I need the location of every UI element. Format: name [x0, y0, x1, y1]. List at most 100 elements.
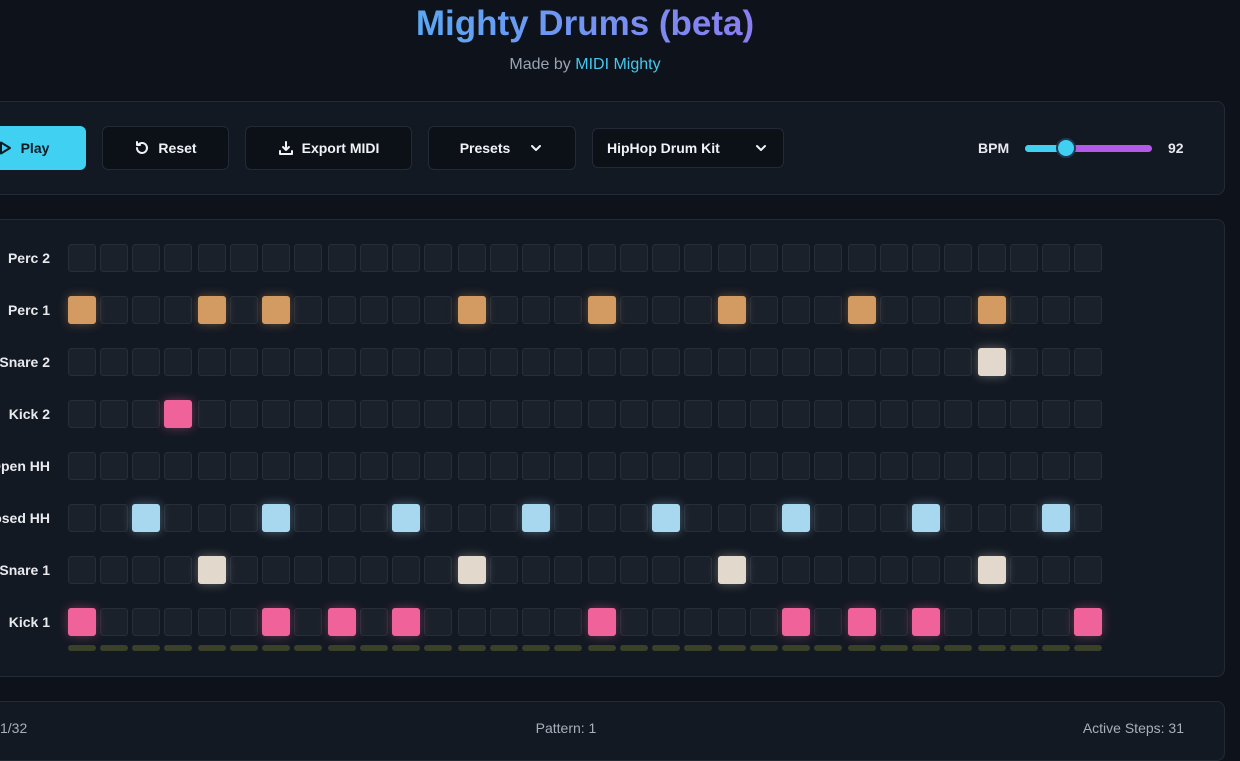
step-cell[interactable]: [652, 452, 680, 480]
step-cell[interactable]: [360, 452, 388, 480]
step-cell[interactable]: [750, 400, 778, 428]
step-cell[interactable]: [880, 452, 908, 480]
author-link[interactable]: MIDI Mighty: [575, 56, 660, 73]
step-cell[interactable]: [1010, 296, 1038, 324]
step-cell[interactable]: [458, 400, 486, 428]
step-cell[interactable]: [424, 608, 452, 636]
active-step[interactable]: [392, 504, 420, 532]
step-cell[interactable]: [100, 504, 128, 532]
step-cell[interactable]: [328, 244, 356, 272]
step-cell[interactable]: [522, 608, 550, 636]
step-cell[interactable]: [944, 244, 972, 272]
active-step[interactable]: [68, 608, 96, 636]
active-step[interactable]: [262, 608, 290, 636]
step-cell[interactable]: [262, 244, 290, 272]
step-cell[interactable]: [392, 244, 420, 272]
step-cell[interactable]: [132, 400, 160, 428]
step-cell[interactable]: [458, 348, 486, 376]
step-cell[interactable]: [262, 400, 290, 428]
step-cell[interactable]: [1010, 400, 1038, 428]
step-cell[interactable]: [1074, 504, 1102, 532]
step-cell[interactable]: [490, 504, 518, 532]
step-cell[interactable]: [750, 556, 778, 584]
step-cell[interactable]: [1074, 400, 1102, 428]
step-cell[interactable]: [328, 348, 356, 376]
step-cell[interactable]: [912, 452, 940, 480]
step-cell[interactable]: [912, 400, 940, 428]
step-cell[interactable]: [522, 296, 550, 324]
step-cell[interactable]: [360, 556, 388, 584]
step-cell[interactable]: [750, 296, 778, 324]
step-cell[interactable]: [652, 400, 680, 428]
active-step[interactable]: [1042, 504, 1070, 532]
step-cell[interactable]: [100, 348, 128, 376]
step-cell[interactable]: [490, 452, 518, 480]
active-step[interactable]: [164, 400, 192, 428]
step-cell[interactable]: [1042, 348, 1070, 376]
active-step[interactable]: [718, 296, 746, 324]
step-cell[interactable]: [1074, 296, 1102, 324]
step-cell[interactable]: [424, 556, 452, 584]
active-step[interactable]: [198, 556, 226, 584]
step-cell[interactable]: [848, 348, 876, 376]
step-cell[interactable]: [620, 348, 648, 376]
step-cell[interactable]: [814, 348, 842, 376]
step-cell[interactable]: [880, 400, 908, 428]
step-cell[interactable]: [684, 348, 712, 376]
step-cell[interactable]: [100, 400, 128, 428]
active-step[interactable]: [978, 296, 1006, 324]
active-step[interactable]: [68, 296, 96, 324]
step-cell[interactable]: [1074, 452, 1102, 480]
step-cell[interactable]: [490, 556, 518, 584]
step-cell[interactable]: [1010, 244, 1038, 272]
step-cell[interactable]: [522, 348, 550, 376]
step-cell[interactable]: [1074, 348, 1102, 376]
step-cell[interactable]: [652, 556, 680, 584]
step-cell[interactable]: [490, 348, 518, 376]
step-cell[interactable]: [620, 244, 648, 272]
step-cell[interactable]: [684, 244, 712, 272]
step-cell[interactable]: [164, 556, 192, 584]
active-step[interactable]: [588, 296, 616, 324]
step-cell[interactable]: [620, 556, 648, 584]
step-cell[interactable]: [424, 244, 452, 272]
step-cell[interactable]: [164, 244, 192, 272]
active-step[interactable]: [912, 608, 940, 636]
step-cell[interactable]: [652, 348, 680, 376]
step-cell[interactable]: [554, 296, 582, 324]
step-cell[interactable]: [944, 400, 972, 428]
step-cell[interactable]: [328, 556, 356, 584]
step-cell[interactable]: [230, 504, 258, 532]
step-cell[interactable]: [328, 296, 356, 324]
step-cell[interactable]: [132, 244, 160, 272]
step-cell[interactable]: [1042, 400, 1070, 428]
step-cell[interactable]: [684, 556, 712, 584]
step-cell[interactable]: [1042, 452, 1070, 480]
step-cell[interactable]: [392, 296, 420, 324]
step-cell[interactable]: [620, 296, 648, 324]
active-step[interactable]: [132, 504, 160, 532]
step-cell[interactable]: [424, 504, 452, 532]
step-cell[interactable]: [1074, 244, 1102, 272]
step-cell[interactable]: [68, 504, 96, 532]
step-cell[interactable]: [718, 244, 746, 272]
step-cell[interactable]: [588, 556, 616, 584]
step-cell[interactable]: [1042, 556, 1070, 584]
step-cell[interactable]: [554, 400, 582, 428]
step-cell[interactable]: [132, 452, 160, 480]
step-cell[interactable]: [1010, 556, 1038, 584]
step-cell[interactable]: [814, 296, 842, 324]
step-cell[interactable]: [814, 608, 842, 636]
step-cell[interactable]: [880, 348, 908, 376]
active-step[interactable]: [198, 296, 226, 324]
step-cell[interactable]: [718, 348, 746, 376]
step-cell[interactable]: [230, 556, 258, 584]
step-cell[interactable]: [458, 244, 486, 272]
step-cell[interactable]: [978, 244, 1006, 272]
step-cell[interactable]: [132, 296, 160, 324]
step-cell[interactable]: [814, 452, 842, 480]
step-cell[interactable]: [132, 348, 160, 376]
step-cell[interactable]: [360, 348, 388, 376]
step-cell[interactable]: [100, 608, 128, 636]
step-cell[interactable]: [588, 244, 616, 272]
